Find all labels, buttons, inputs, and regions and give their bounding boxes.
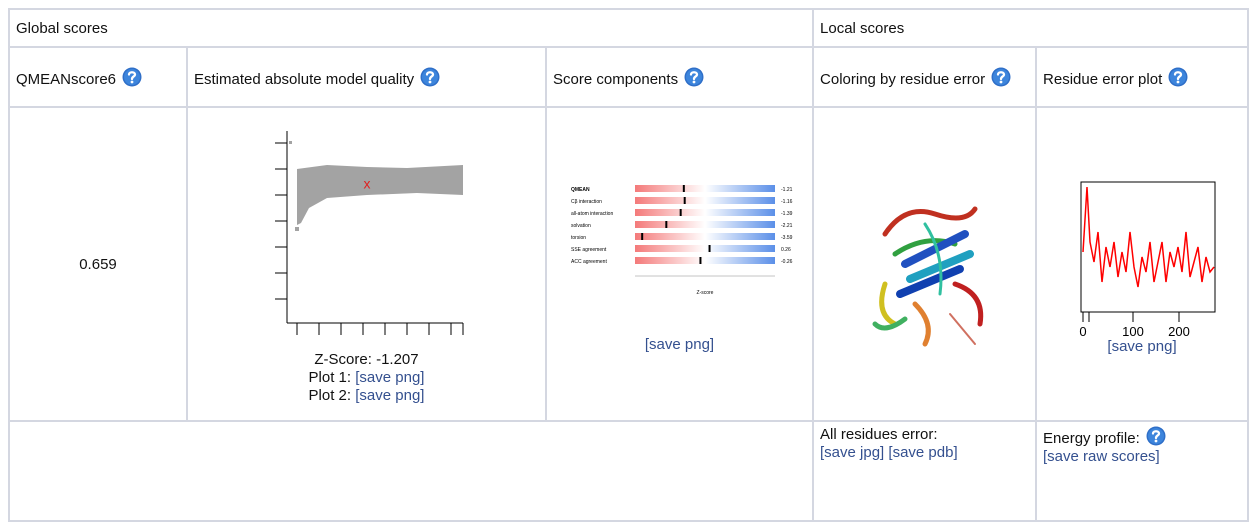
plot-line: Plot 1: [save png] bbox=[194, 369, 539, 387]
component-marker bbox=[683, 197, 685, 204]
group-header: Global scores bbox=[9, 9, 813, 47]
empty-cell bbox=[9, 421, 813, 521]
components-cell: QMEAN -1.21 Cβ interaction -1.16 all-atom in… bbox=[546, 107, 813, 421]
component-marker bbox=[641, 233, 643, 240]
save-link[interactable]: [save png] bbox=[645, 336, 714, 353]
component-value: 0.26 bbox=[781, 247, 791, 253]
component-band bbox=[635, 185, 775, 192]
error-line bbox=[1083, 187, 1214, 287]
column-header: Residue error plot bbox=[1036, 47, 1248, 107]
component-value: -3.59 bbox=[781, 235, 793, 241]
scores-table: Global scores Local scores QMEANscore6 E… bbox=[8, 8, 1249, 522]
component-band bbox=[635, 209, 775, 216]
component-label: all-atom interaction bbox=[571, 211, 613, 217]
column-header: Score components bbox=[546, 47, 813, 107]
component-label: QMEAN bbox=[571, 187, 590, 193]
axis-ticks bbox=[1083, 312, 1179, 322]
component-band bbox=[635, 197, 775, 204]
coloring-cell bbox=[813, 107, 1036, 421]
label: All residues error: bbox=[820, 426, 1029, 444]
plot-line: Plot 2: [save png] bbox=[194, 387, 539, 405]
header-text: Estimated absolute model quality bbox=[194, 71, 414, 88]
all-residues-cell: All residues error: [save jpg] [save pdb… bbox=[813, 421, 1036, 521]
help-icon[interactable] bbox=[420, 67, 440, 87]
component-marker bbox=[708, 245, 710, 252]
plot-label: Plot 1: bbox=[309, 369, 352, 386]
component-marker bbox=[679, 209, 681, 216]
help-icon[interactable] bbox=[122, 67, 142, 87]
page: Global scores Local scores QMEANscore6 E… bbox=[0, 0, 1249, 486]
label-line: Energy profile: bbox=[1043, 426, 1241, 448]
z-score: Z-Score: -1.207 bbox=[194, 351, 539, 369]
header-text: Score components bbox=[553, 71, 678, 88]
help-icon[interactable] bbox=[1168, 67, 1188, 87]
outlier bbox=[289, 141, 292, 144]
column-header: Estimated absolute model quality bbox=[187, 47, 546, 107]
axis-label: Z-score bbox=[696, 290, 713, 296]
save-link[interactable]: [save pdb] bbox=[888, 444, 957, 461]
qmean-score: 0.659 bbox=[9, 107, 187, 421]
energy-cell: Energy profile: [save raw scores] bbox=[1036, 421, 1248, 521]
header-text: Coloring by residue error bbox=[820, 71, 985, 88]
component-value: -2.21 bbox=[781, 223, 793, 229]
group-header: Local scores bbox=[813, 9, 1248, 47]
residue-plot-cell: 0 100 200 [save png] bbox=[1036, 107, 1248, 421]
column-header: Coloring by residue error bbox=[813, 47, 1036, 107]
model-marker: x bbox=[363, 176, 370, 192]
components-plot: QMEAN -1.21 Cβ interaction -1.16 all-atom in… bbox=[565, 174, 795, 314]
header-text: QMEANscore6 bbox=[16, 71, 116, 88]
component-value: -1.16 bbox=[781, 199, 793, 205]
structure-image bbox=[855, 174, 995, 354]
save-link[interactable]: [save png] bbox=[355, 369, 424, 386]
component-value: -1.39 bbox=[781, 211, 793, 217]
quality-cell: x Z-Score: -1.207 Plot 1: [save png] Plo… bbox=[187, 107, 546, 421]
component-band bbox=[635, 245, 775, 252]
component-marker bbox=[699, 257, 701, 264]
component-label: solvation bbox=[571, 223, 591, 229]
header-text: Residue error plot bbox=[1043, 71, 1162, 88]
save-link[interactable]: [save jpg] bbox=[820, 444, 884, 461]
tick-label: 0 bbox=[1079, 324, 1086, 339]
help-icon[interactable] bbox=[991, 67, 1011, 87]
residue-plot: 0 100 200 bbox=[1067, 172, 1217, 356]
tick-label: 200 bbox=[1168, 324, 1190, 339]
component-label: SSE agreement bbox=[571, 247, 607, 253]
help-icon[interactable] bbox=[684, 67, 704, 87]
component-value: -1.21 bbox=[781, 187, 793, 193]
component-label: ACC agreement bbox=[571, 259, 607, 265]
save-link[interactable]: [save png] bbox=[1107, 338, 1176, 355]
component-band bbox=[635, 221, 775, 228]
column-header: QMEANscore6 bbox=[9, 47, 187, 107]
component-marker bbox=[665, 221, 667, 228]
quality-plot: x bbox=[267, 123, 467, 345]
component-value: -0.26 bbox=[781, 259, 793, 265]
component-marker bbox=[682, 185, 684, 192]
component-label: torsion bbox=[571, 235, 586, 241]
component-label: Cβ interaction bbox=[571, 199, 602, 205]
tick-label: 100 bbox=[1122, 324, 1144, 339]
save-link[interactable]: [save png] bbox=[355, 387, 424, 404]
outlier bbox=[295, 227, 299, 231]
score-cloud bbox=[297, 165, 463, 225]
component-band bbox=[635, 233, 775, 240]
component-band bbox=[635, 257, 775, 264]
save-link[interactable]: [save raw scores] bbox=[1043, 448, 1160, 465]
label: Energy profile: bbox=[1043, 430, 1140, 447]
help-icon[interactable] bbox=[1146, 426, 1166, 446]
plot-label: Plot 2: bbox=[309, 387, 352, 404]
plot-frame bbox=[1081, 182, 1215, 312]
